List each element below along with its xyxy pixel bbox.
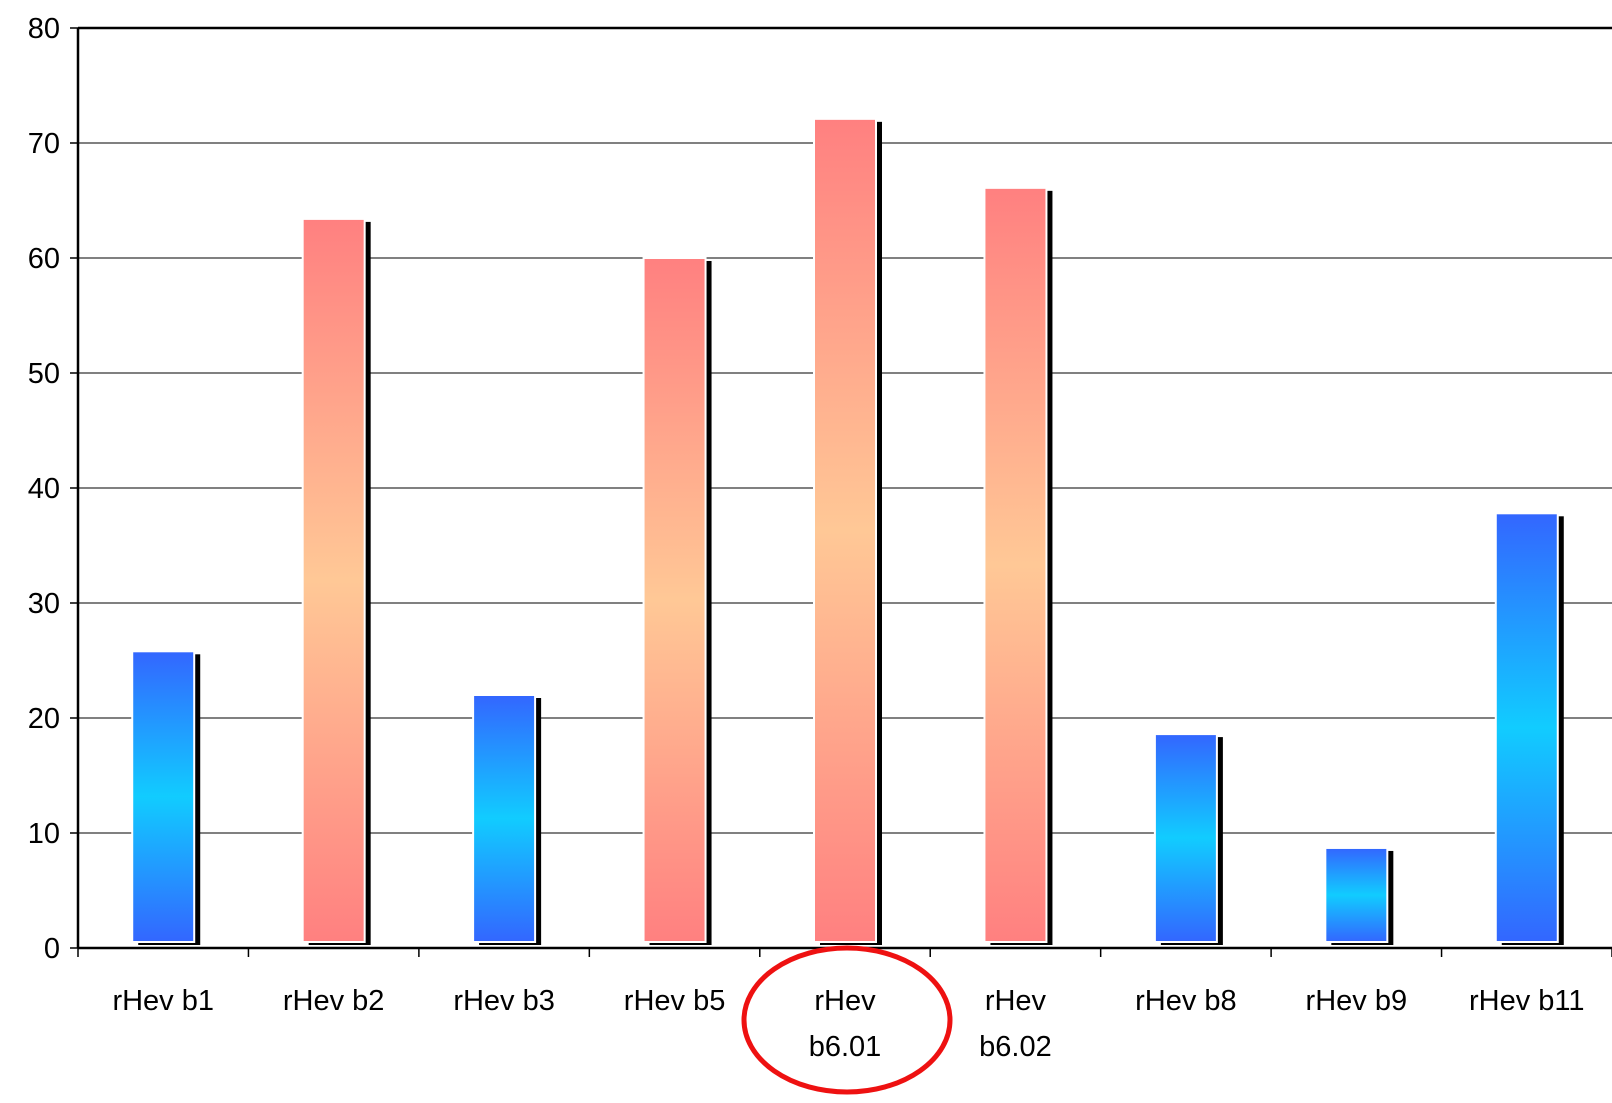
bar xyxy=(642,257,707,943)
x-tick-label: rHev b2 xyxy=(283,985,385,1017)
highlight-layer xyxy=(741,945,953,1095)
x-tick-label: rHev b9 xyxy=(1306,985,1408,1017)
bar xyxy=(472,694,537,943)
y-tick-label: 10 xyxy=(28,818,60,850)
bar xyxy=(1324,846,1389,944)
bar xyxy=(131,650,196,943)
y-tick-label: 80 xyxy=(28,13,60,45)
bar xyxy=(301,217,366,943)
highlight-circle xyxy=(741,945,953,1095)
y-tick-label: 70 xyxy=(28,128,60,160)
y-tick-label: 50 xyxy=(28,358,60,390)
x-tick-label: rHev b3 xyxy=(453,985,555,1017)
x-tick-label: rHev b5 xyxy=(624,985,726,1017)
y-tick-label: 30 xyxy=(28,588,60,620)
y-tick-label: 20 xyxy=(28,703,60,735)
bars xyxy=(131,117,1564,946)
x-tick-label: rHev b8 xyxy=(1135,985,1237,1017)
x-tick-label: b6.02 xyxy=(979,1031,1052,1063)
y-axis-ticks: 0 10 20 30 40 50 60 70 80 xyxy=(28,13,78,965)
bar xyxy=(813,117,877,944)
y-tick-label: 60 xyxy=(28,243,60,275)
y-tick-label: 40 xyxy=(28,473,60,505)
x-axis-ticks: rHev b1 rHev b2 rHev b3 rHev b5 rHev b6.01 rHe… xyxy=(77,948,1612,1063)
bar xyxy=(1153,733,1218,943)
x-tick-label: rHev xyxy=(814,985,876,1017)
x-tick-label: b6.01 xyxy=(809,1031,882,1063)
x-tick-label: rHev b1 xyxy=(112,985,214,1017)
x-tick-label: rHev b11 xyxy=(1469,985,1585,1017)
y-tick-label: 0 xyxy=(44,933,60,965)
x-tick-label: rHev xyxy=(985,985,1047,1017)
bar xyxy=(983,186,1048,944)
bar xyxy=(1494,512,1559,943)
